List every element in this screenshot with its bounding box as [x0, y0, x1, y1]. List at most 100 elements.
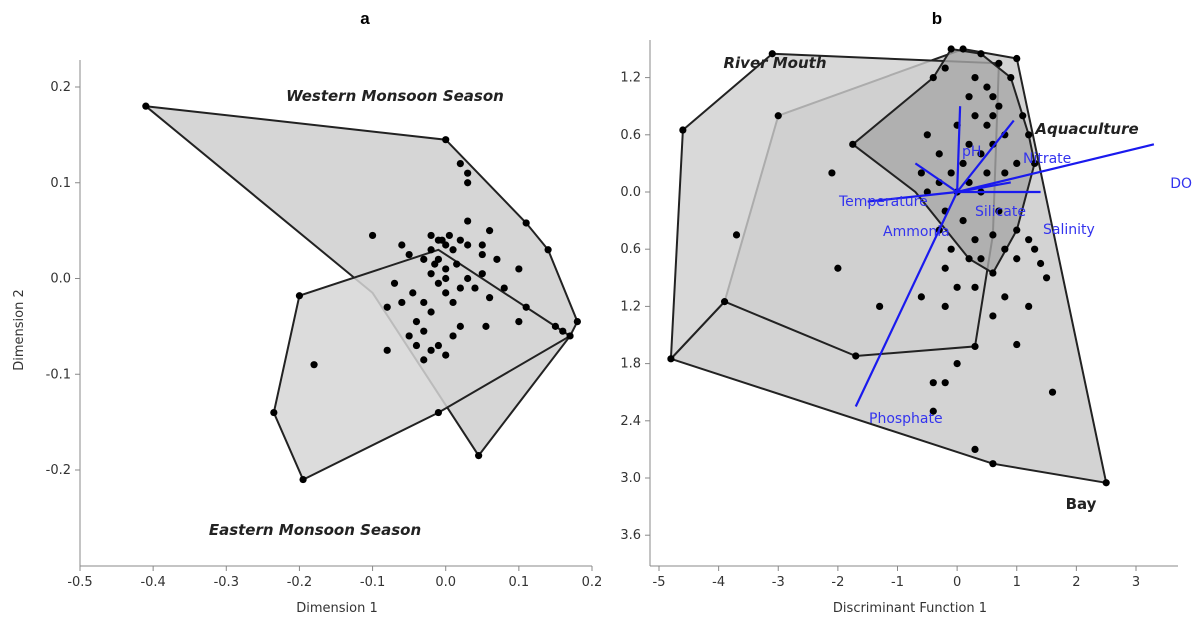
point-a: [383, 303, 391, 311]
point-b: [1102, 479, 1110, 487]
panel-b: b DO Nitrate pH Temperature Silicate Salinity…: [620, 9, 1192, 616]
point-a: [464, 169, 472, 177]
point-b: [667, 355, 675, 363]
point-a: [142, 102, 150, 110]
y-tick-label-b: 2.4: [620, 414, 641, 429]
point-a: [486, 227, 494, 235]
point-a: [398, 298, 406, 307]
point-b: [1001, 169, 1009, 177]
point-b: [983, 83, 991, 91]
vector-line: [956, 119, 1015, 193]
point-b: [953, 283, 961, 291]
point-b: [977, 50, 985, 58]
group-label-bay: Bay: [1066, 495, 1097, 513]
point-a: [478, 241, 486, 249]
point-b: [849, 140, 857, 148]
y-tick-label-a: -0.1: [46, 367, 71, 382]
point-a: [449, 298, 457, 307]
point-a: [420, 327, 428, 335]
point-b: [1001, 293, 1009, 301]
point-b: [947, 245, 955, 253]
point-b: [1025, 302, 1033, 310]
point-a: [464, 217, 472, 225]
point-a: [409, 289, 417, 297]
y-tick-label-b: 1.2: [620, 299, 641, 314]
point-a: [427, 346, 435, 354]
panel-a-letter: a: [360, 9, 370, 28]
point-b: [941, 302, 949, 310]
point-a: [551, 322, 560, 330]
point-b: [1019, 112, 1027, 120]
x-tick-label-b: -2: [831, 575, 844, 590]
point-b: [989, 231, 997, 239]
panel-b-vectors: DO Nitrate pH Temperature Silicate Salinity Am…: [838, 106, 1192, 427]
point-a: [486, 294, 494, 302]
panel-a: a -0.5 -0.4 -0.3 -0.2 -0.1 0.0 0.1 0.2 0.2 0.1 0.0…: [12, 9, 602, 616]
point-a: [434, 408, 442, 417]
point-a: [573, 317, 581, 326]
point-b: [983, 169, 991, 177]
point-a: [427, 246, 435, 254]
point-b: [941, 264, 949, 272]
panel-a-hulls: [142, 104, 579, 481]
point-b: [929, 74, 937, 82]
panel-a-points: [142, 102, 581, 484]
x-tick-label-a: 0.2: [582, 575, 603, 590]
y-tick-label-a: -0.2: [46, 463, 71, 478]
point-a: [431, 260, 439, 268]
panel-b-letter: b: [932, 9, 942, 28]
point-a: [515, 317, 523, 326]
point-a: [500, 284, 508, 292]
point-a: [482, 322, 490, 330]
point-b: [929, 379, 937, 387]
vector-label: Salinity: [1043, 222, 1095, 238]
y-tick-label-b: 3.0: [620, 471, 641, 486]
point-a: [427, 270, 435, 278]
point-a: [522, 303, 530, 311]
point-b: [852, 352, 860, 360]
point-b: [965, 140, 973, 148]
point-b: [989, 112, 997, 120]
group-label-aquaculture: Aquaculture: [1034, 120, 1138, 138]
point-b: [679, 126, 687, 134]
point-b: [1013, 54, 1021, 63]
point-a: [368, 231, 377, 240]
vector-label: Ammonia: [883, 224, 950, 240]
point-b: [995, 59, 1003, 67]
x-tick-label-b: 2: [1072, 575, 1080, 590]
point-b: [1013, 340, 1021, 349]
point-b: [1042, 274, 1051, 282]
point-a: [566, 332, 574, 340]
point-b: [959, 45, 967, 53]
point-a: [442, 136, 450, 144]
x-tick-label-b: -5: [653, 575, 666, 590]
point-b: [1001, 245, 1009, 253]
x-tick-label-a: -0.1: [360, 575, 385, 590]
point-b: [947, 45, 955, 53]
panel-b-points: [667, 45, 1110, 487]
point-a: [299, 475, 307, 484]
point-a: [270, 408, 278, 417]
point-a: [442, 289, 450, 297]
point-b: [768, 50, 776, 58]
vector-label: Temperature: [838, 194, 928, 210]
panel-a-xlabel: Dimension 1: [296, 601, 378, 616]
point-b: [971, 283, 979, 291]
point-b: [989, 460, 997, 468]
point-a: [449, 332, 457, 340]
point-b: [941, 379, 949, 387]
x-tick-label-a: -0.4: [140, 575, 165, 590]
x-tick-label-b: 3: [1132, 575, 1140, 590]
point-b: [1013, 255, 1021, 263]
point-b: [953, 360, 961, 368]
point-a: [464, 179, 472, 187]
y-tick-label-a: 0.0: [50, 272, 71, 287]
point-b: [929, 407, 937, 415]
vector-line: [956, 181, 1011, 194]
point-a: [310, 361, 318, 369]
point-a: [420, 356, 428, 364]
point-b: [1013, 226, 1021, 234]
point-a: [453, 260, 461, 268]
x-tick-label-a: -0.3: [214, 575, 239, 590]
